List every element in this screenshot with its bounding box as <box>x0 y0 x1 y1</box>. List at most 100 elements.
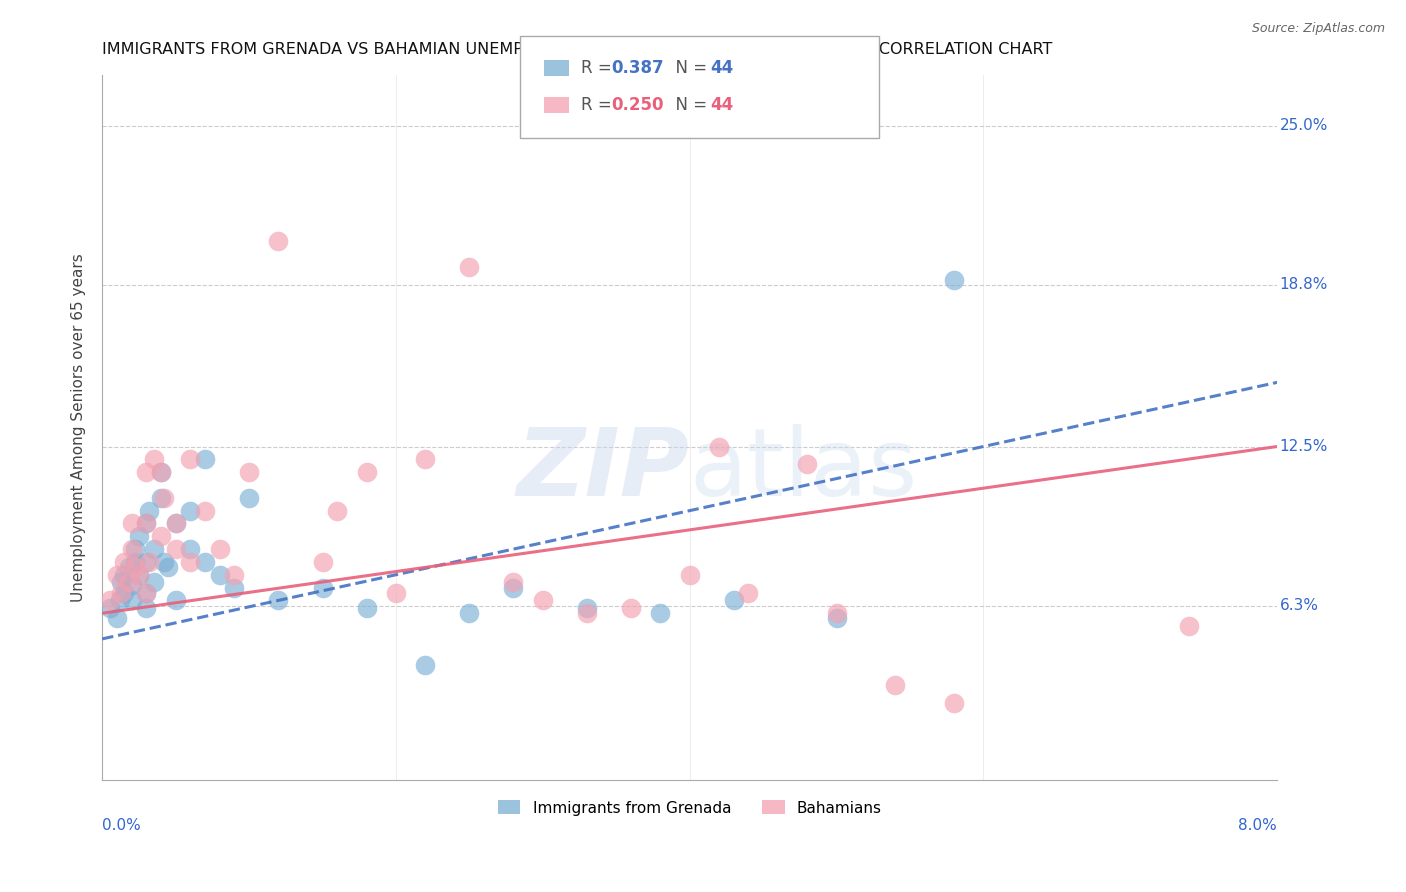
Text: 25.0%: 25.0% <box>1279 119 1327 134</box>
Point <box>679 567 702 582</box>
Point <box>723 593 745 607</box>
Point <box>575 601 598 615</box>
Point <box>135 585 157 599</box>
Point <box>105 611 128 625</box>
Point <box>138 503 160 517</box>
Point <box>194 555 217 569</box>
Point <box>157 560 180 574</box>
Point <box>124 555 146 569</box>
Point <box>105 567 128 582</box>
Point <box>707 440 730 454</box>
Point <box>121 516 143 531</box>
Point <box>121 542 143 557</box>
Point <box>884 678 907 692</box>
Text: 8.0%: 8.0% <box>1239 818 1277 833</box>
Text: 12.5%: 12.5% <box>1279 439 1327 454</box>
Point <box>165 516 187 531</box>
Point <box>128 567 150 582</box>
Point <box>117 575 139 590</box>
Point <box>458 260 481 274</box>
Point <box>502 575 524 590</box>
Point <box>165 542 187 557</box>
Point <box>98 593 121 607</box>
Point <box>165 516 187 531</box>
Point <box>110 575 132 590</box>
Point <box>943 696 966 710</box>
Legend: Immigrants from Grenada, Bahamians: Immigrants from Grenada, Bahamians <box>492 795 889 822</box>
Point <box>142 452 165 467</box>
Point <box>356 465 378 479</box>
Point <box>415 657 437 672</box>
Text: N =: N = <box>665 96 713 114</box>
Point <box>311 555 333 569</box>
Point <box>121 578 143 592</box>
Point <box>943 273 966 287</box>
Point <box>112 567 135 582</box>
Point <box>458 606 481 620</box>
Point <box>224 567 246 582</box>
Text: 44: 44 <box>710 96 734 114</box>
Point <box>153 491 176 505</box>
Point <box>356 601 378 615</box>
Point <box>208 542 231 557</box>
Point <box>108 593 131 607</box>
Point <box>208 567 231 582</box>
Point <box>326 503 349 517</box>
Point <box>112 585 135 599</box>
Point <box>128 529 150 543</box>
Point <box>138 555 160 569</box>
Point <box>112 555 135 569</box>
Point <box>620 601 643 615</box>
Text: IMMIGRANTS FROM GRENADA VS BAHAMIAN UNEMPLOYMENT AMONG SENIORS OVER 65 YEARS COR: IMMIGRANTS FROM GRENADA VS BAHAMIAN UNEM… <box>103 42 1053 57</box>
Point <box>149 465 172 479</box>
Point <box>165 593 187 607</box>
Point <box>415 452 437 467</box>
Point <box>575 606 598 620</box>
Point <box>224 581 246 595</box>
Point <box>385 585 408 599</box>
Text: atlas: atlas <box>690 424 918 516</box>
Point <box>796 458 818 472</box>
Point <box>124 542 146 557</box>
Point <box>238 465 260 479</box>
Point <box>135 585 157 599</box>
Text: 44: 44 <box>710 59 734 77</box>
Point <box>194 503 217 517</box>
Text: 0.250: 0.250 <box>612 96 664 114</box>
Point <box>149 465 172 479</box>
Point <box>825 606 848 620</box>
Point <box>142 575 165 590</box>
Point <box>121 593 143 607</box>
Point <box>124 560 146 574</box>
Text: 6.3%: 6.3% <box>1279 598 1319 613</box>
Point <box>737 585 759 599</box>
Text: 0.387: 0.387 <box>612 59 664 77</box>
Point <box>179 542 201 557</box>
Point <box>117 560 139 574</box>
Point <box>135 516 157 531</box>
Point <box>825 611 848 625</box>
Point <box>531 593 554 607</box>
Point <box>238 491 260 505</box>
Point <box>128 567 150 582</box>
Point <box>135 601 157 615</box>
Text: N =: N = <box>665 59 713 77</box>
Text: R =: R = <box>581 59 617 77</box>
Point <box>1178 619 1201 633</box>
Text: 18.8%: 18.8% <box>1279 277 1327 293</box>
Point <box>267 235 290 249</box>
Point <box>267 593 290 607</box>
Point <box>149 491 172 505</box>
Point <box>135 516 157 531</box>
Point <box>650 606 672 620</box>
Point <box>98 601 121 615</box>
Point <box>179 503 201 517</box>
Point <box>110 585 132 599</box>
Text: R =: R = <box>581 96 617 114</box>
Point <box>153 555 176 569</box>
Text: ZIP: ZIP <box>517 424 690 516</box>
Point <box>311 581 333 595</box>
Point <box>149 529 172 543</box>
Point <box>179 555 201 569</box>
Point <box>135 465 157 479</box>
